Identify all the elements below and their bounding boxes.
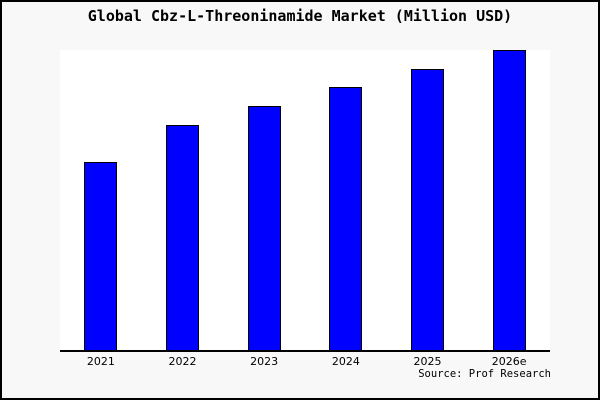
- x-tick-label-2024: 2024: [331, 355, 360, 368]
- chart-title: Global Cbz-L-Threoninamide Market (Milli…: [87, 7, 513, 25]
- x-tick-label-2025: 2025: [413, 355, 442, 368]
- x-tick-label-2023: 2023: [250, 355, 279, 368]
- bar-2026e: [492, 50, 526, 350]
- bar-2024: [329, 87, 363, 350]
- x-tick-label-2022: 2022: [168, 355, 197, 368]
- source-attribution: Source: Prof Research: [418, 368, 551, 380]
- x-tick-label-2021: 2021: [86, 355, 115, 368]
- bar-2022: [166, 125, 199, 350]
- bar-2023: [247, 106, 281, 350]
- x-tick-label-2026e: 2026e: [491, 355, 527, 368]
- plot-area: [60, 50, 550, 352]
- bar-2021: [84, 162, 118, 350]
- bar-2025: [411, 69, 444, 350]
